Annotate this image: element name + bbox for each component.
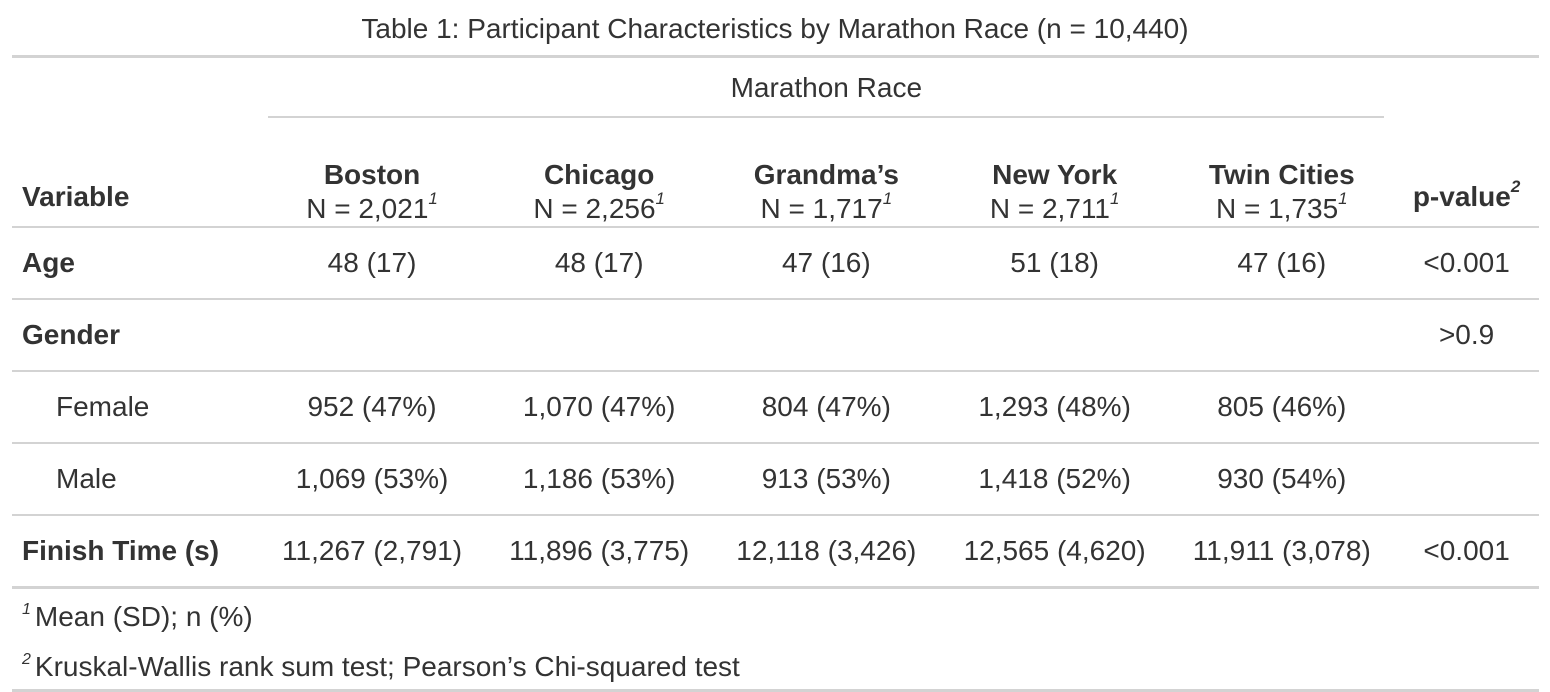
footnote: 1 Mean (SD); n (%) (12, 588, 1539, 646)
variable-header: Variable (22, 181, 130, 212)
column-name: Grandma’s (753, 159, 899, 190)
spanner-header: Marathon Race (258, 57, 1394, 118)
row-label: Male (12, 442, 259, 515)
footnote-mark: 2 (22, 651, 31, 668)
pvalue-header: p-value2 (1394, 118, 1539, 227)
table-cell: 11,267 (2,791) (258, 514, 486, 588)
table-cell: 804 (47%) (712, 370, 940, 443)
pvalue-cell: >0.9 (1394, 298, 1539, 371)
footnote-text: Mean (SD); n (%) (34, 601, 253, 632)
table-body: Age 48 (17) 48 (17) 47 (16) 51 (18) 47 (16) <0… (12, 227, 1539, 588)
column-n: N = 2,256 (533, 193, 656, 224)
footnote-mark: 1 (22, 601, 31, 618)
table-cell: 47 (16) (1237, 247, 1327, 278)
spanner-blank-right (1394, 57, 1539, 119)
table-cell (1169, 298, 1395, 371)
row-label: Female (12, 370, 259, 443)
table-cell: 1,070 (47%) (485, 370, 713, 443)
column-n: N = 2,711 (989, 193, 1110, 224)
row-label: Gender (12, 298, 259, 371)
table-cell (712, 298, 940, 371)
table-row: Male 1,069 (53%) 1,186 (53%) 913 (53%) 1,418… (12, 442, 1539, 515)
footnote-mark: 1 (428, 189, 438, 208)
pvalue-label: p-value (1412, 181, 1511, 212)
table-cell: 952 (47%) (258, 370, 486, 443)
table-cell: 1,069 (53%) (258, 442, 486, 515)
column-header-row: Variable Boston N = 2,0211 Chicago N = 2… (12, 118, 1539, 227)
column-n: N = 1,717 (760, 193, 883, 224)
table-cell: 47 (16) (781, 247, 871, 278)
table-cell: 48 (17) (327, 247, 417, 278)
table-cell: 12,565 (4,620) (939, 514, 1170, 588)
column-header-new-york: New York N = 2,7111 (940, 118, 1170, 227)
table-cell (258, 298, 486, 371)
footnote-mark: 1 (1109, 189, 1120, 208)
spanner-row: Marathon Race (12, 57, 1539, 119)
row-label: Finish Time (s) (12, 514, 259, 588)
footnote: 2 Kruskal-Wallis rank sum test; Pearson’s… (12, 645, 1539, 691)
table-cell: 1,418 (52%) (939, 442, 1170, 515)
table-cell: 913 (53%) (712, 442, 940, 515)
column-n: N = 1,735 (1215, 193, 1339, 224)
table-cell: 48 (17) (554, 247, 644, 278)
table-cell: 12,118 (3,426) (712, 514, 940, 588)
row-label: Age (22, 247, 75, 278)
column-header-grandmas: Grandma’s N = 1,7171 (713, 118, 940, 227)
column-header-chicago: Chicago N = 2,2561 (486, 118, 713, 227)
column-header-twin-cities: Twin Cities N = 1,7351 (1169, 118, 1394, 227)
footnote-mark: 2 (1510, 177, 1521, 196)
table-cell: 1,186 (53%) (485, 442, 713, 515)
column-header-boston: Boston N = 2,0211 (258, 118, 485, 227)
table-cell: 11,911 (3,078) (1169, 514, 1395, 588)
footnote-mark: 1 (655, 189, 666, 208)
table-row: Age 48 (17) 48 (17) 47 (16) 51 (18) 47 (16) <0… (12, 227, 1539, 299)
table-cell: 11,896 (3,775) (485, 514, 713, 588)
footnote-mark: 1 (1338, 189, 1348, 208)
footnote-mark: 1 (882, 189, 893, 208)
footnote-row: 1 Mean (SD); n (%) (12, 588, 1539, 646)
table-cell: 51 (18) (1010, 247, 1099, 278)
footnote-row: 2 Kruskal-Wallis rank sum test; Pearson’s… (12, 645, 1539, 691)
pvalue-cell: <0.001 (1394, 514, 1539, 588)
column-name: Boston (323, 159, 421, 190)
spanner-label: Marathon Race (268, 72, 1385, 118)
table-row: Female 952 (47%) 1,070 (47%) 804 (47%) 1,293… (12, 370, 1539, 443)
summary-table: Marathon Race Variable Boston N = 2,0211… (12, 55, 1539, 692)
footnote-text: Kruskal-Wallis rank sum test; Pearson’s … (34, 651, 740, 682)
table-cell: 1,293 (48%) (939, 370, 1170, 443)
table-cell: 805 (46%) (1169, 370, 1395, 443)
column-n: N = 2,021 (306, 193, 429, 224)
pvalue-cell: <0.001 (1423, 247, 1510, 278)
pvalue-cell (1394, 370, 1539, 443)
spanner-blank-left (12, 57, 258, 119)
pvalue-cell (1394, 442, 1539, 515)
column-name: Chicago (543, 159, 655, 190)
table-row: Finish Time (s) 11,267 (2,791) 11,896 (3,7… (12, 514, 1539, 588)
table-row: Gender >0.9 (12, 298, 1539, 371)
table-cell (485, 298, 713, 371)
table-cell (939, 298, 1170, 371)
column-name: New York (992, 159, 1118, 190)
column-name: Twin Cities (1208, 159, 1355, 190)
table-cell: 930 (54%) (1169, 442, 1395, 515)
table-title: Table 1: Participant Characteristics by … (361, 13, 1189, 44)
